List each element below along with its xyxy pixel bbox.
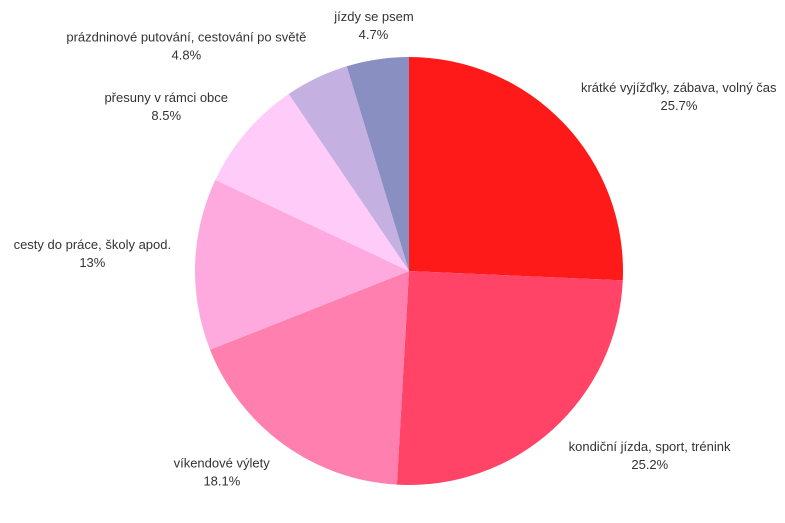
pie-slice xyxy=(409,57,623,281)
slice-label: prázdninové putování, cestování po světě xyxy=(66,30,306,45)
slice-value-label: 8.5% xyxy=(151,108,181,123)
slice-label: cesty do práce, školy apod. xyxy=(14,237,172,252)
slice-value-label: 4.7% xyxy=(359,27,389,42)
pie-slice xyxy=(288,66,409,272)
pie-slice xyxy=(210,271,409,485)
pie-slice xyxy=(215,94,409,271)
slice-value-label: 18.1% xyxy=(203,473,240,488)
slice-label: krátké vyjížďky, zábava, volný čas xyxy=(581,80,777,95)
slice-value-label: 13% xyxy=(79,255,105,270)
pie-slice xyxy=(195,179,409,350)
slice-value-label: 25.2% xyxy=(631,457,668,472)
slice-value-label: 4.8% xyxy=(172,48,202,63)
pie-slice xyxy=(346,57,409,271)
slice-label: víkendové výlety xyxy=(174,455,271,470)
slice-label: přesuny v rámci obce xyxy=(104,90,228,105)
pie-slice xyxy=(396,271,623,485)
slice-label: kondiční jízda, sport, trénink xyxy=(569,439,731,454)
slice-label: jízdy se psem xyxy=(333,9,413,24)
slice-value-label: 25.7% xyxy=(661,98,698,113)
